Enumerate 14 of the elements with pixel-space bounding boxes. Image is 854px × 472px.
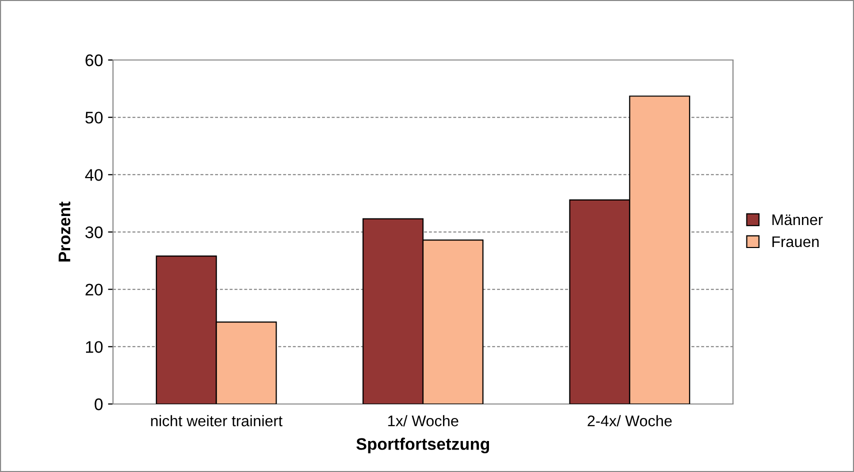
legend-label: Frauen <box>772 236 819 248</box>
x-tick-label: nicht weiter trainiert <box>151 415 282 426</box>
y-tick-label: 60 <box>86 54 103 66</box>
x-axis-title: Sportfortsetzung <box>356 438 490 454</box>
y-tick-label: 0 <box>94 398 103 410</box>
y-tick-label: 40 <box>85 169 103 181</box>
x-tick-label: 1x/ Woche <box>388 415 458 426</box>
y-tick-label: 50 <box>85 112 103 124</box>
y-axis-title: Prozent <box>58 202 70 262</box>
legend-label: Männer <box>772 214 823 226</box>
x-tick-label: 2-4x/ Woche <box>588 415 672 426</box>
y-tick-label: 20 <box>86 284 103 296</box>
y-tick-label: 30 <box>85 226 103 238</box>
y-tick-label: 10 <box>86 341 103 353</box>
